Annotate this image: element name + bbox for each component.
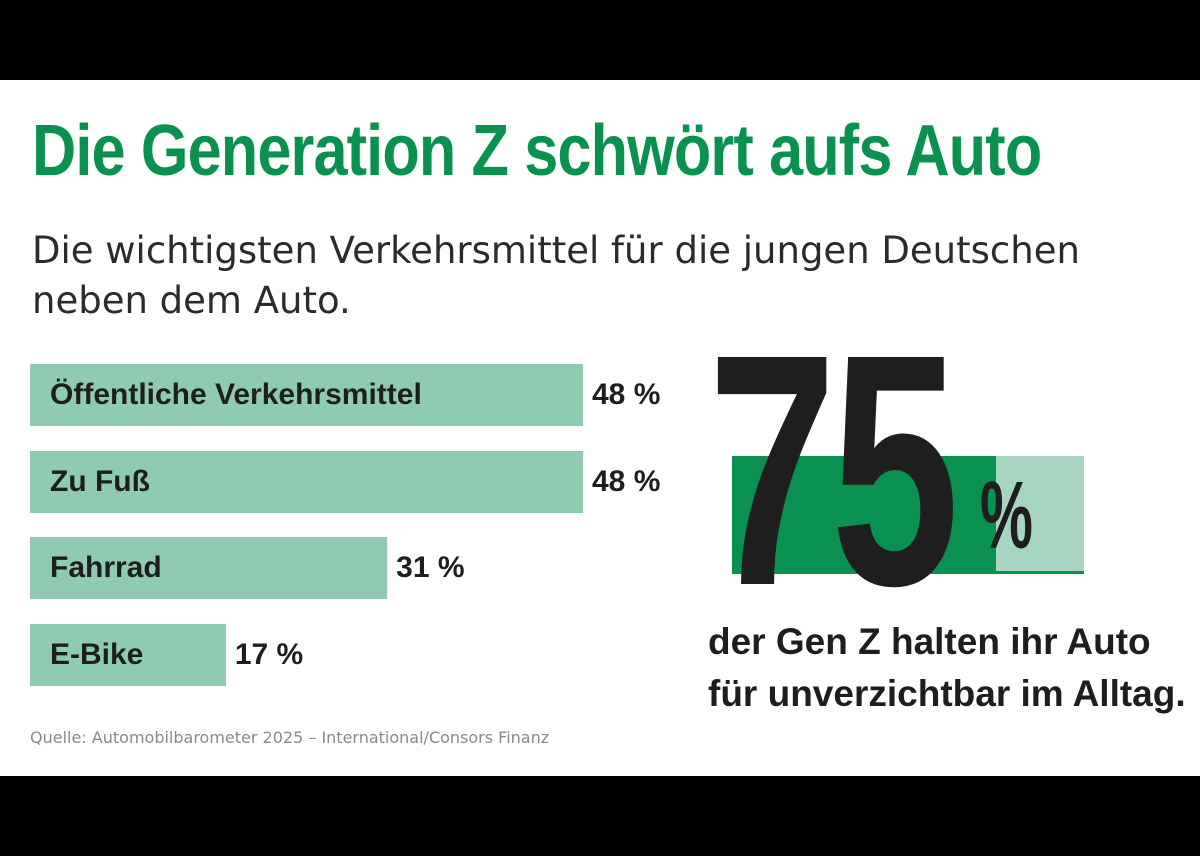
highlight-gauge-baseline	[732, 571, 1084, 574]
bar-chart: Öffentliche Verkehrsmittel 48 % Zu Fuß 48 %…	[0, 80, 700, 776]
bar-category-label: Öffentliche Verkehrsmittel	[50, 378, 422, 411]
highlight-unit: %	[980, 462, 1033, 569]
infographic-panel: Die Generation Z schwört aufs Auto Die w…	[0, 80, 1200, 776]
bar-value-label: 17 %	[234, 637, 304, 671]
bar-value-label: 48 %	[592, 464, 661, 498]
page-title: Die Generation Z schwört aufs Auto	[32, 111, 1042, 191]
bar	[30, 364, 583, 426]
source-note: Quelle: Automobilbarometer 2025 – Intern…	[30, 728, 550, 747]
bar-category-label: Fahrrad	[50, 551, 162, 584]
bar-value-label: 48 %	[592, 378, 661, 411]
bar	[30, 623, 226, 686]
highlight-text: der Gen Z halten ihr Auto für unverzicht…	[708, 621, 1186, 714]
bar	[30, 537, 388, 599]
highlight-number: 75	[708, 285, 959, 654]
bar	[30, 450, 583, 513]
bar-value-label: 31 %	[396, 551, 465, 584]
bar-category-label: Zu Fuß	[50, 464, 150, 498]
subtitle: Die wichtigsten Verkehrsmittel für die j…	[32, 229, 1080, 322]
bar-category-label: E-Bike	[50, 637, 144, 671]
highlight-gauge-fill	[732, 456, 996, 574]
